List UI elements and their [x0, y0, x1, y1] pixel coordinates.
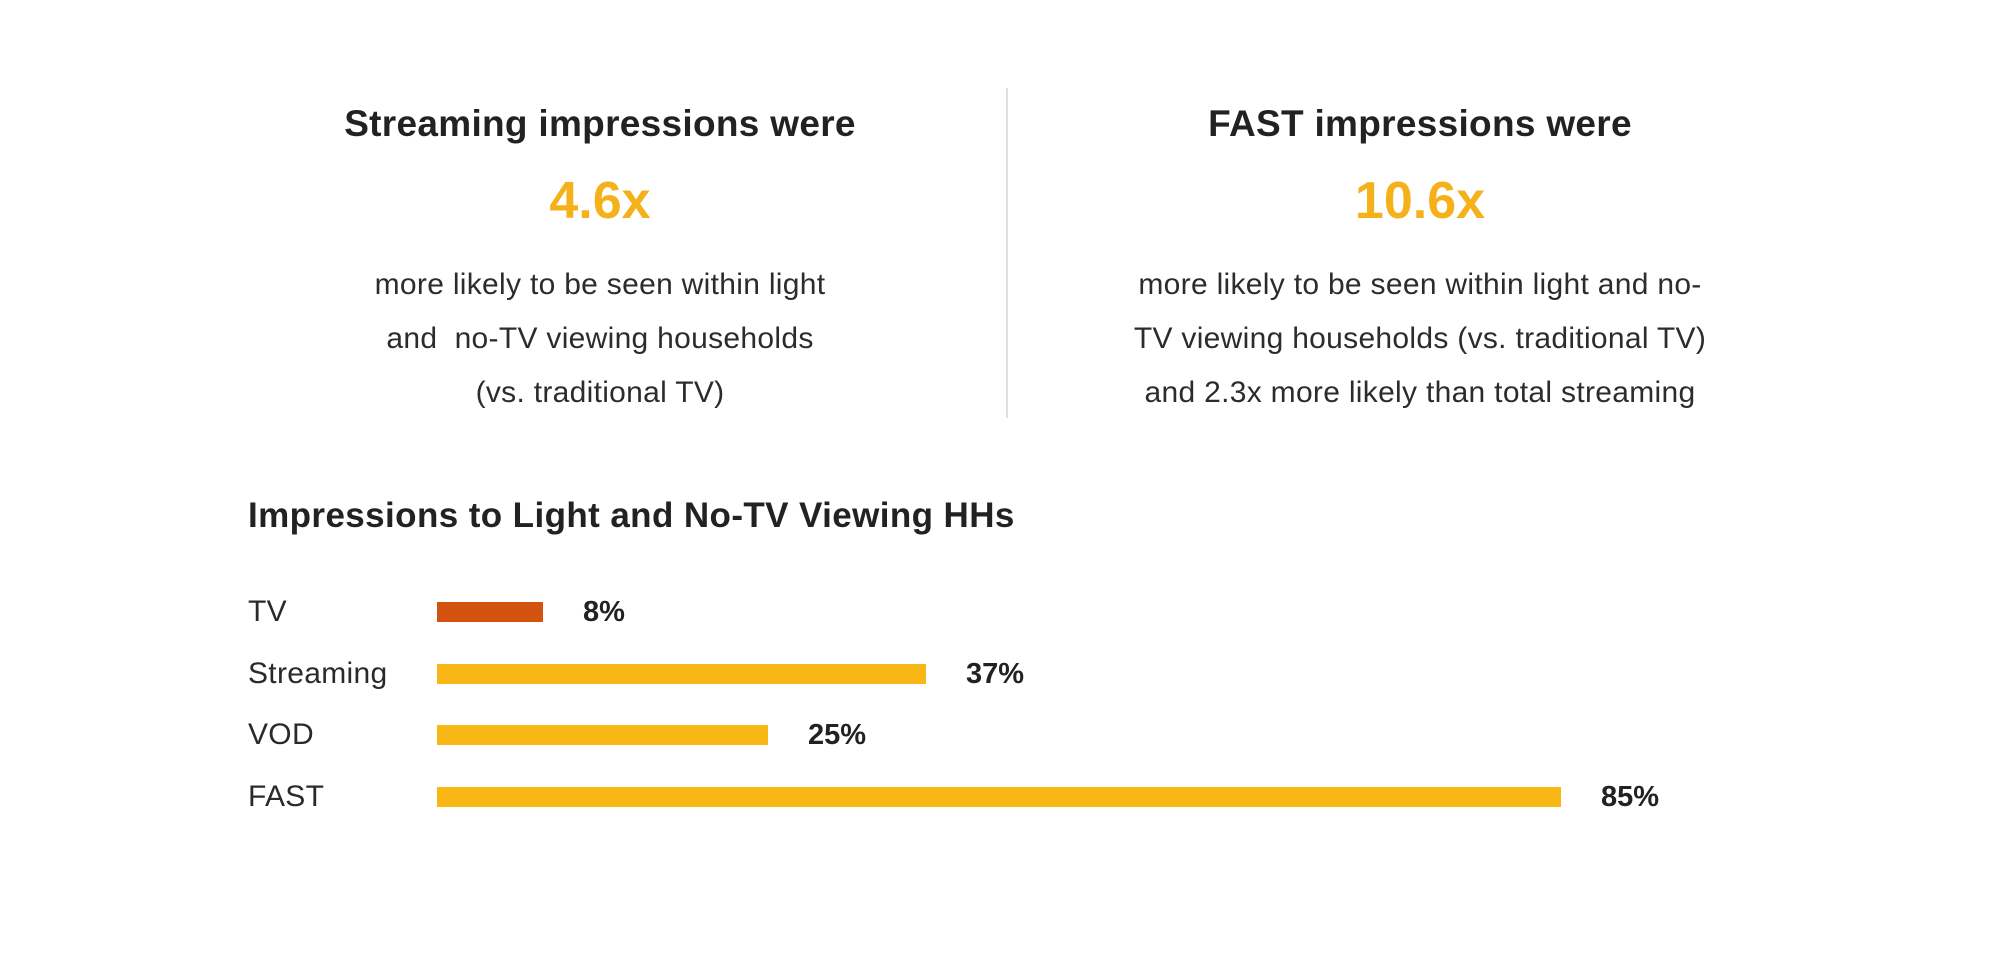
bar — [437, 725, 768, 745]
bar-row: Streaming 37% — [0, 649, 2000, 699]
stat-multiplier: 4.6x — [549, 172, 651, 230]
bar-value-label: 37% — [966, 658, 1025, 690]
bar-row: TV 8% — [0, 587, 2000, 637]
stat-description: more likely to be seen within light and … — [270, 258, 930, 420]
column-divider — [1006, 88, 1008, 418]
bar-row: VOD 25% — [0, 710, 2000, 760]
bar — [437, 664, 926, 684]
stat-description-line: and no-TV viewing households — [386, 322, 814, 355]
stat-description-line: and 2.3x more likely than total streamin… — [1144, 376, 1696, 409]
stat-description-line: (vs. traditional TV) — [475, 376, 725, 409]
bar-row: FAST 85% — [0, 772, 2000, 822]
bar-label: TV — [248, 595, 287, 628]
stat-heading: Streaming impressions were — [344, 103, 856, 144]
stat-heading: FAST impressions were — [1208, 103, 1632, 144]
stat-description-line: TV viewing households (vs. traditional T… — [1133, 322, 1707, 355]
bar-label: FAST — [248, 780, 325, 813]
bar — [437, 787, 1561, 807]
stat-description-line: more likely to be seen within light and … — [1138, 268, 1702, 301]
bar-label: VOD — [248, 718, 314, 751]
bar-label: Streaming — [248, 657, 388, 690]
stat-left: Streaming impressions were 4.6x more lik… — [270, 96, 930, 420]
stat-multiplier: 10.6x — [1354, 172, 1486, 230]
chart-title: Impressions to Light and No-TV Viewing H… — [248, 496, 1015, 535]
stat-right: FAST impressions were 10.6x more likely … — [1040, 96, 1800, 420]
stat-description: more likely to be seen within light and … — [1040, 258, 1800, 420]
stat-description-line: more likely to be seen within light — [374, 268, 826, 301]
bar-value-label: 8% — [583, 596, 625, 628]
bar-value-label: 25% — [808, 719, 867, 751]
bar — [437, 602, 543, 622]
bar-value-label: 85% — [1601, 781, 1660, 813]
